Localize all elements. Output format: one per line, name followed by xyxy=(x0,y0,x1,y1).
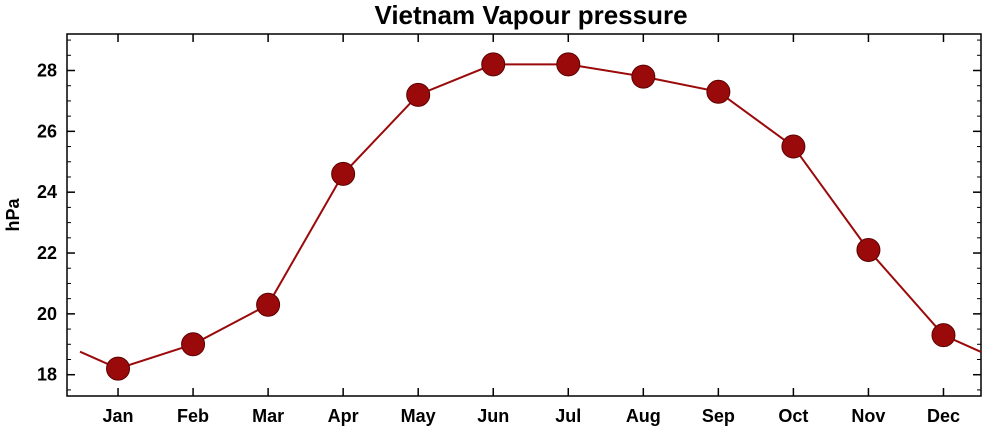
data-point-jan xyxy=(106,356,131,381)
x-tick-label: Jul xyxy=(555,406,581,426)
series-line xyxy=(79,63,982,370)
x-tick-label: Mar xyxy=(252,406,284,426)
y-tick-label: 24 xyxy=(37,182,57,202)
x-tick-label: Jan xyxy=(103,406,134,426)
data-point-sep xyxy=(706,79,731,104)
y-tick-label: 18 xyxy=(37,365,57,385)
x-tick-label: Aug xyxy=(626,406,661,426)
y-axis: 18 20 22 24 26 28 xyxy=(37,39,981,391)
x-tick-label: Dec xyxy=(927,406,960,426)
y-tick-label: 22 xyxy=(37,243,57,263)
data-point-jun xyxy=(481,52,506,77)
x-tick-label: May xyxy=(401,406,436,426)
data-point-jul xyxy=(556,52,581,77)
x-tick-label: Nov xyxy=(851,406,885,426)
y-tick-label: 28 xyxy=(37,61,57,81)
x-tick-label: Feb xyxy=(177,406,209,426)
data-point-oct xyxy=(781,134,806,159)
data-point-dec xyxy=(931,323,956,348)
data-point-aug xyxy=(631,64,656,89)
data-point-nov xyxy=(856,237,881,262)
series-group xyxy=(79,52,982,381)
y-axis-label: hPa xyxy=(3,198,23,232)
x-axis: Jan Feb Mar Apr May Jun Jul Aug Sep Oct Nov Dec xyxy=(103,34,960,426)
data-point-mar xyxy=(256,292,281,317)
y-tick-label: 20 xyxy=(37,304,57,324)
x-tick-label: Oct xyxy=(778,406,808,426)
x-tick-label: Apr xyxy=(328,406,359,426)
data-point-may xyxy=(406,82,431,107)
chart-title: Vietnam Vapour pressure xyxy=(374,0,687,30)
data-point-feb xyxy=(181,332,206,357)
y-tick-label: 26 xyxy=(37,121,57,141)
x-tick-label: Jun xyxy=(477,406,509,426)
data-point-apr xyxy=(331,161,356,186)
plot-frame xyxy=(66,33,982,397)
x-tick-label: Sep xyxy=(702,406,735,426)
